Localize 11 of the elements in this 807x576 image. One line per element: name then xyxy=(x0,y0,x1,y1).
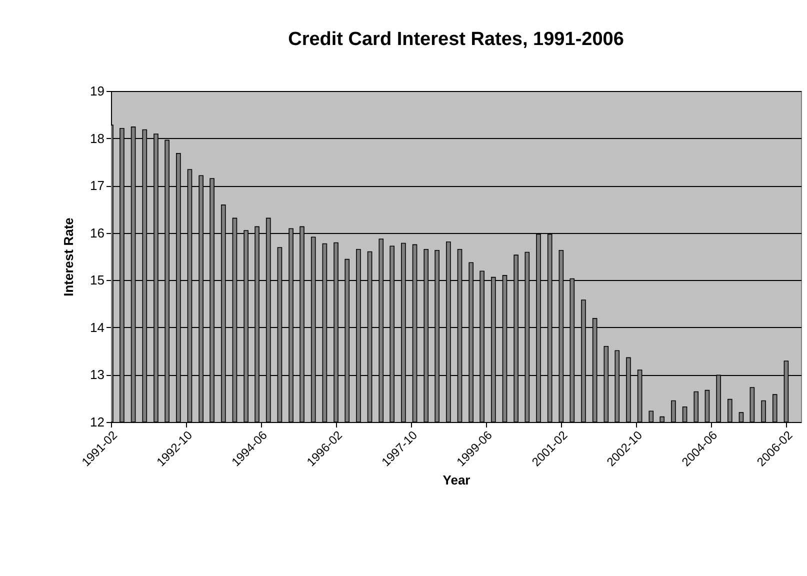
y-tick-label: 19 xyxy=(90,84,104,98)
x-axis-title: Year xyxy=(442,472,470,488)
y-tick-label: 17 xyxy=(90,178,104,194)
y-tick-label: 14 xyxy=(90,320,104,335)
y-tick-label: 18 xyxy=(90,130,104,146)
y-tick-label: 16 xyxy=(90,225,104,240)
y-tick-label: 12 xyxy=(90,414,104,430)
y-tick-label: 13 xyxy=(90,367,104,382)
y-axis-title: Interest Rate xyxy=(61,218,76,296)
chart-title: Credit Card Interest Rates, 1991-2006 xyxy=(288,29,624,50)
y-tick-label: 15 xyxy=(90,272,104,288)
